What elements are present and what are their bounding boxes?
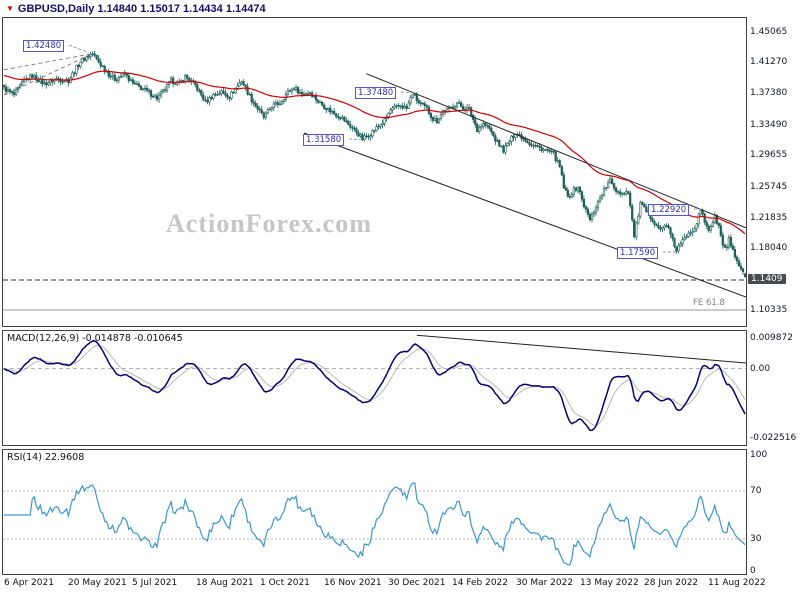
- axis-tick-label: 1.21835: [750, 213, 788, 223]
- macd-label: MACD(12,26,9) -0.014878 -0.010645: [7, 333, 183, 344]
- current-price-badge: 1.1409: [748, 274, 786, 284]
- rsi-line: [4, 482, 746, 566]
- price-callout[interactable]: 1.17590: [617, 247, 659, 259]
- axis-tick-label: 30: [750, 534, 762, 544]
- price-chart-canvas: [3, 44, 746, 311]
- axis-tick-label: 1.29655: [750, 150, 788, 160]
- price-callout[interactable]: 1.31580: [303, 134, 345, 146]
- watermark: ActionForex.com: [166, 209, 372, 238]
- date-label: 18 Aug 2021: [196, 578, 254, 588]
- axis-tick-label: 1.33490: [750, 120, 788, 130]
- axis-tick-label: 1.10335: [750, 305, 788, 315]
- axis-tick-label: 1.41270: [750, 57, 788, 67]
- date-label: 11 Aug 2022: [708, 578, 766, 588]
- dashed-annotation-line[interactable]: [3, 53, 93, 71]
- moving-average-line[interactable]: [3, 70, 746, 235]
- axis-tick-label: 100: [750, 450, 768, 460]
- axis-tick-label: 0.00: [750, 364, 771, 374]
- callout-connector: [68, 44, 89, 54]
- price-callout[interactable]: 1.42480: [23, 40, 65, 52]
- date-label: 20 May 2021: [68, 578, 127, 588]
- axis-tick-label: 1.25745: [750, 182, 788, 192]
- callout-connector: [400, 91, 413, 94]
- macd-indicator-panel[interactable]: MACD(12,26,9) -0.014878 -0.010645: [2, 330, 747, 446]
- time-axis[interactable]: 6 Apr 2021 20 May 2021 5 Jul 2021 18 Aug 20…: [0, 576, 800, 600]
- dashed-annotation-line[interactable]: [3, 53, 93, 96]
- date-label: 30 Dec 2021: [388, 578, 446, 588]
- date-label: 1 Oct 2021: [260, 578, 310, 588]
- price-chart-panel[interactable]: ActionForex.com 1.42480 1.37480 1.31580 1.2…: [2, 17, 747, 327]
- axis-tick-label: 0.009872: [750, 333, 793, 343]
- date-label: 6 Apr 2021: [4, 578, 54, 588]
- axis-tick-label: 1.18040: [750, 243, 788, 253]
- macd-canvas: [3, 334, 746, 432]
- callout-connector: [348, 138, 363, 141]
- chart-title: GBPUSD,Daily 1.14840 1.15017 1.14434 1.1…: [17, 3, 266, 15]
- axis-tick-label: 70: [750, 486, 762, 496]
- axis-tick-label: 1.37380: [750, 88, 788, 98]
- rsi-label: RSI(14) 22.9608: [7, 452, 85, 463]
- chart-title-bar: ▼ GBPUSD,Daily 1.14840 1.15017 1.14434 1…: [6, 2, 266, 16]
- date-label: 5 Jul 2021: [132, 578, 178, 588]
- trendline[interactable]: [366, 73, 746, 229]
- macd-signal-line: [3, 344, 746, 426]
- trendline[interactable]: [303, 132, 746, 298]
- axis-tick-label: 1.45065: [750, 27, 788, 37]
- date-label: 14 Feb 2022: [452, 578, 509, 588]
- candlesticks: [3, 50, 746, 278]
- date-label: 30 Mar 2022: [516, 578, 574, 588]
- date-label: 28 Jun 2022: [644, 578, 699, 588]
- macd-main-line: [3, 340, 746, 432]
- price-callout[interactable]: 1.22920: [648, 204, 690, 216]
- fibonacci-extension-label: FE 61.8: [693, 298, 725, 308]
- axis-tick-label: 0: [750, 566, 756, 576]
- price-down-triangle-icon: ▼: [6, 4, 14, 13]
- price-axis[interactable]: 1.45065 1.41270 1.37380 1.33490 1.29655 1.257…: [747, 0, 800, 600]
- rsi-indicator-panel[interactable]: RSI(14) 22.9608: [2, 449, 747, 575]
- price-callout[interactable]: 1.37480: [355, 87, 397, 99]
- axis-tick-label: -0.022516: [750, 433, 797, 443]
- rsi-canvas: [3, 482, 746, 566]
- date-label: 16 Nov 2021: [324, 578, 382, 588]
- macd-trendline[interactable]: [416, 334, 746, 364]
- date-label: 13 May 2022: [580, 578, 639, 588]
